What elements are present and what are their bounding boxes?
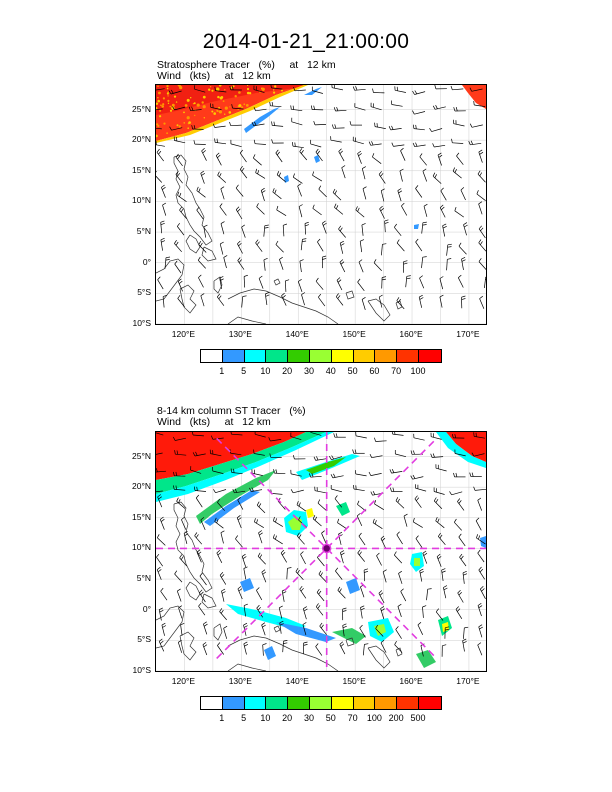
lon-tick-label: 170°E — [456, 676, 480, 686]
lat-tick-label: 15°N — [132, 511, 151, 522]
colorbar-label: 500 — [410, 713, 426, 723]
colorbar-2 — [200, 696, 442, 710]
lon-tick-label: 150°E — [342, 329, 366, 339]
lat-tick-label: 0° — [142, 603, 151, 614]
panel2-subtitle-1: 8-14 km column ST Tracer (%) — [157, 405, 306, 417]
tracer-field-high — [156, 85, 486, 143]
map-panel-stratosphere-tracer — [155, 84, 487, 325]
colorbar-label: 50 — [347, 366, 358, 376]
wind-barbs — [156, 85, 486, 311]
colorbar-label: 70 — [347, 713, 358, 723]
lon-tick-label: 170°E — [456, 329, 480, 339]
map-panel-column-st-tracer — [155, 431, 487, 672]
lat-tick-label: 5°S — [137, 634, 151, 645]
colorbar-swatch — [288, 697, 310, 709]
colorbar-label: 100 — [366, 713, 382, 723]
colorbar-label: 70 — [391, 366, 402, 376]
cross-center-marker — [321, 543, 332, 554]
colorbar-swatch — [418, 697, 441, 709]
colorbar-label: 20 — [282, 713, 293, 723]
tracer-field-low — [244, 87, 419, 229]
colorbar-1 — [200, 349, 442, 363]
colorbar-label: 50 — [325, 713, 336, 723]
colorbar-swatch — [222, 697, 245, 709]
colorbar-label: 5 — [241, 366, 247, 376]
colorbar-label: 40 — [325, 366, 336, 376]
map-plot-2 — [156, 432, 486, 671]
colorbar-label: 200 — [388, 713, 404, 723]
colorbar-swatch — [201, 350, 223, 362]
lat-tick-label: 5°S — [137, 287, 151, 298]
panel1-subtitle-1: Stratosphere Tracer (%) at 12 km — [157, 59, 336, 71]
colorbar-swatch — [375, 350, 398, 362]
panel2-subtitle-2: Wind (kts) at 12 km — [157, 416, 271, 428]
tracer-field — [156, 432, 486, 668]
colorbar-label: 100 — [410, 366, 426, 376]
colorbar-swatch — [353, 697, 376, 709]
lat-tick-label: 20°N — [132, 134, 151, 145]
panel1-subtitle-2: Wind (kts) at 12 km — [157, 70, 271, 82]
colorbar-swatch — [244, 697, 267, 709]
colorbar-label: 30 — [303, 366, 314, 376]
colorbar-swatch — [222, 350, 245, 362]
lat-tick-label: 5°N — [136, 226, 151, 237]
lon-tick-label: 150°E — [342, 676, 366, 686]
colorbar-swatch — [201, 697, 223, 709]
lon-tick-label: 130°E — [228, 329, 252, 339]
lat-tick-label: 10°N — [132, 542, 151, 553]
lon-tick-label: 130°E — [228, 676, 252, 686]
lon-tick-label: 140°E — [285, 329, 309, 339]
colorbar-swatch — [266, 697, 289, 709]
coastlines — [156, 154, 403, 324]
lat-tick-label: 25°N — [132, 103, 151, 114]
lat-tick-label: 10°S — [132, 318, 151, 328]
lat-tick-label: 15°N — [132, 164, 151, 175]
colorbar-swatch — [397, 350, 419, 362]
lon-tick-label: 160°E — [399, 676, 423, 686]
colorbar-swatch — [353, 350, 376, 362]
wind-barbs — [156, 432, 486, 657]
colorbar-swatch — [309, 350, 332, 362]
lon-tick-label: 120°E — [171, 329, 196, 339]
coastlines — [156, 501, 403, 671]
colorbar-label: 1 — [219, 366, 225, 376]
lat-tick-label: 25°N — [132, 450, 151, 461]
plot-title: 2014-01-21_21:00:00 — [202, 30, 410, 53]
cross-section-lines — [156, 432, 486, 671]
colorbar-label: 30 — [303, 713, 314, 723]
graticule — [156, 432, 486, 671]
colorbar-label: 1 — [219, 713, 225, 723]
colorbar-swatch — [309, 697, 332, 709]
lat-tick-label: 5°N — [136, 573, 151, 584]
colorbar-label: 10 — [260, 366, 271, 376]
colorbar-swatch — [288, 350, 310, 362]
map-plot-1 — [156, 85, 486, 324]
colorbar-label: 60 — [369, 366, 380, 376]
colorbar-swatch — [331, 350, 354, 362]
lon-tick-label: 140°E — [285, 676, 309, 686]
lon-tick-label: 160°E — [399, 329, 423, 339]
colorbar-label: 20 — [282, 366, 293, 376]
colorbar-label: 5 — [241, 713, 247, 723]
colorbar-swatch — [375, 697, 398, 709]
colorbar-swatch — [266, 350, 289, 362]
colorbar-swatch — [418, 350, 441, 362]
colorbar-swatch — [331, 697, 354, 709]
graticule — [156, 85, 486, 324]
lat-tick-label: 10°N — [132, 195, 151, 206]
colorbar-swatch — [244, 350, 267, 362]
lat-tick-label: 0° — [142, 256, 151, 267]
lon-tick-label: 120°E — [171, 676, 196, 686]
lat-tick-label: 20°N — [132, 481, 151, 492]
colorbar-swatch — [397, 697, 419, 709]
colorbar-label: 10 — [260, 713, 271, 723]
lat-tick-label: 10°S — [132, 665, 151, 675]
